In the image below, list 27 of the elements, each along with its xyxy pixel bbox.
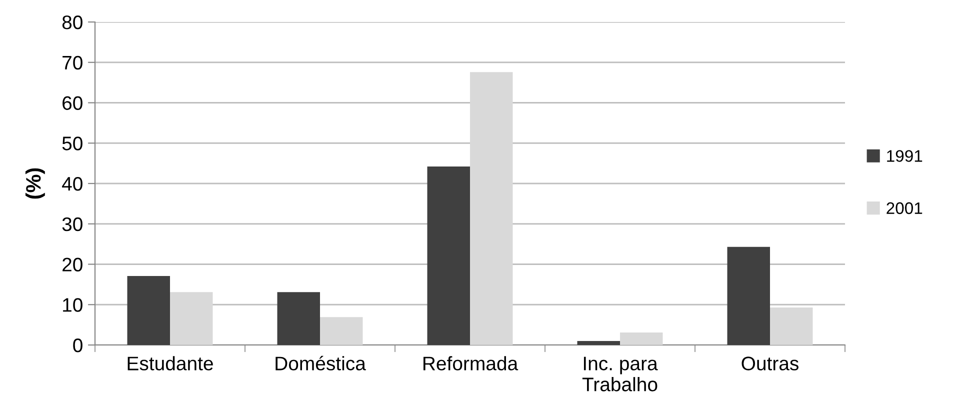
y-tick-label: 30 (62, 217, 82, 232)
y-tick-label: 70 (62, 56, 82, 70)
x-tick-label: Doméstica (276, 356, 366, 370)
bar (770, 307, 813, 345)
bar (170, 292, 213, 345)
y-tick-label: 50 (62, 136, 82, 150)
y-tick-label: 60 (62, 96, 82, 110)
bar (320, 317, 363, 345)
bar (470, 72, 513, 345)
bar (727, 246, 770, 345)
bar (127, 276, 170, 345)
bar (620, 332, 663, 345)
y-axis-title: (%) (25, 168, 45, 199)
y-tick-label: 10 (63, 298, 82, 312)
y-tick-label: 80 (62, 15, 82, 30)
y-tick-label: 20 (62, 258, 82, 272)
x-tick-label: Reformada (424, 356, 518, 370)
x-tick-label: Outras (742, 356, 798, 370)
legend-label: 2001 (886, 202, 922, 214)
bar (427, 166, 470, 345)
x-tick-label: Estudante (128, 356, 213, 370)
x-tick-label: Inc. para Trabalho (582, 356, 658, 392)
y-tick-label: 40 (62, 176, 82, 191)
legend-label: 1991 (887, 150, 922, 162)
y-tick-label: 0 (73, 338, 82, 352)
bar (277, 292, 320, 345)
bar (577, 340, 620, 345)
